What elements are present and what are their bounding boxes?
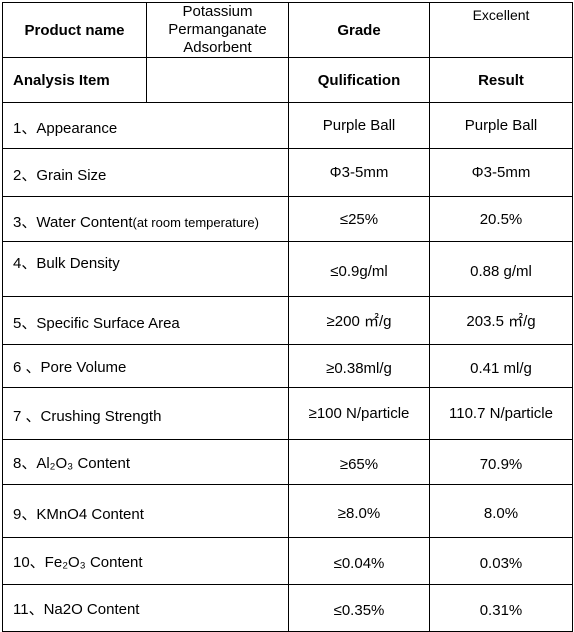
table-row: 11、Na2O Content ≤0.35% 0.31% [2, 584, 573, 632]
result-cell: 203.5 ㎡/g [429, 296, 573, 345]
analysis-item-header-blank [146, 57, 289, 103]
table-row: 1、Appearance Purple Ball Purple Ball [2, 102, 573, 149]
analysis-item: 10、Fe₂O₃ Content [2, 537, 289, 585]
analysis-item: 9、KMnO4 Content [2, 484, 289, 538]
table-row: 9、KMnO4 Content ≥8.0% 8.0% [2, 484, 573, 538]
result-cell: 8.0% [429, 484, 573, 538]
result-cell: 0.31% [429, 584, 573, 632]
table-row: 4、Bulk Density ≤0.9g/ml 0.88 g/ml [2, 241, 573, 297]
qualification-cell: ≥8.0% [288, 484, 430, 538]
analysis-item: 3、Water Content(at room temperature) [2, 196, 289, 242]
table-row: 6 、Pore Volume ≥0.38ml/g 0.41 ml/g [2, 344, 573, 388]
qualification-cell: ≤0.9g/ml [288, 241, 430, 297]
result-cell: 110.7 N/particle [429, 387, 573, 440]
grade-label: Grade [288, 2, 430, 58]
result-cell: Φ3-5mm [429, 148, 573, 197]
qualification-cell: Purple Ball [288, 102, 430, 149]
result-cell: 0.88 g/ml [429, 241, 573, 297]
qualification-cell: ≥65% [288, 439, 430, 485]
item-label: 11、Na2O Content [13, 600, 140, 618]
product-name-value-line2: Adsorbent [183, 39, 252, 56]
item-label: 2、Grain Size [13, 167, 107, 184]
item-label: 9、KMnO4 Content [13, 505, 144, 523]
table-row: 7 、Crushing Strength ≥100 N/particle 110… [2, 387, 573, 440]
item-label: 10、Fe₂O₃ Content [13, 553, 143, 571]
analysis-item: 11、Na2O Content [2, 584, 289, 632]
header-row-columns: Analysis Item Qulification Result [2, 57, 573, 103]
table-row: 10、Fe₂O₃ Content ≤0.04% 0.03% [2, 537, 573, 585]
table-row: 8、Al₂O₃ Content ≥65% 70.9% [2, 439, 573, 485]
analysis-item: 4、Bulk Density [2, 241, 289, 297]
qualification-cell: Φ3-5mm [288, 148, 430, 197]
table-row: 3、Water Content(at room temperature) ≤25… [2, 196, 573, 242]
analysis-item: 5、Specific Surface Area [2, 296, 289, 345]
qualification-cell: ≤0.04% [288, 537, 430, 585]
table-row: 2、Grain Size Φ3-5mm Φ3-5mm [2, 148, 573, 197]
item-label: 5、Specific Surface Area [13, 315, 180, 332]
analysis-item: 6 、Pore Volume [2, 344, 289, 388]
item-label: 7 、Crushing Strength [13, 408, 162, 425]
item-label: 8、Al₂O₃ Content [13, 454, 130, 472]
result-header: Result [429, 57, 573, 103]
product-name-value-line1: Potassium Permanganate [168, 3, 267, 38]
item-label: 1、Appearance [13, 120, 118, 137]
item-note: (at room temperature) [132, 214, 259, 230]
result-cell: 0.41 ml/g [429, 344, 573, 388]
qualification-cell: ≥200 ㎡/g [288, 296, 430, 345]
analysis-item: 1、Appearance [2, 102, 289, 149]
analysis-item: 8、Al₂O₃ Content [2, 439, 289, 485]
product-name-value: Potassium Permanganate Adsorbent [146, 2, 289, 58]
qualification-cell: ≤25% [288, 196, 430, 242]
result-cell: Purple Ball [429, 102, 573, 149]
product-name-label: Product name [2, 2, 147, 58]
qualification-cell: ≤0.35% [288, 584, 430, 632]
qualification-header: Qulification [288, 57, 430, 103]
header-row-product: Product name Potassium Permanganate Adso… [2, 2, 573, 58]
result-cell: 70.9% [429, 439, 573, 485]
item-label: 4、Bulk Density [13, 255, 120, 272]
analysis-item: 2、Grain Size [2, 148, 289, 197]
grade-value: Excellent [429, 2, 573, 58]
item-label: 6 、Pore Volume [13, 358, 127, 376]
result-cell: 0.03% [429, 537, 573, 585]
table-row: 5、Specific Surface Area ≥200 ㎡/g 203.5 ㎡… [2, 296, 573, 345]
result-cell: 20.5% [429, 196, 573, 242]
analysis-item-header: Analysis Item [2, 57, 147, 103]
analysis-item: 7 、Crushing Strength [2, 387, 289, 440]
item-label: 3、Water Content [13, 213, 133, 231]
qualification-cell: ≥0.38ml/g [288, 344, 430, 388]
qualification-cell: ≥100 N/particle [288, 387, 430, 440]
